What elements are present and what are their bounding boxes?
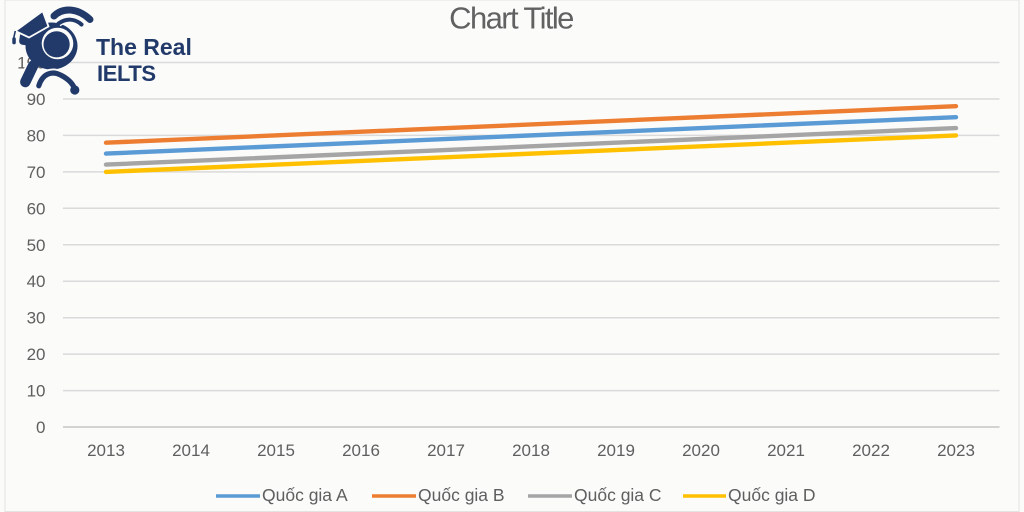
svg-text:Quốc gia A: Quốc gia A — [262, 485, 348, 505]
svg-text:2014: 2014 — [172, 441, 210, 460]
svg-text:2018: 2018 — [512, 441, 550, 460]
svg-text:80: 80 — [27, 126, 46, 145]
svg-text:2015: 2015 — [257, 441, 295, 460]
svg-text:Quốc gia B: Quốc gia B — [418, 485, 505, 505]
svg-text:50: 50 — [27, 236, 46, 255]
svg-text:60: 60 — [27, 199, 46, 218]
svg-text:The Real: The Real — [96, 34, 192, 60]
svg-text:70: 70 — [27, 163, 46, 182]
svg-text:30: 30 — [27, 309, 46, 328]
svg-text:Quốc gia D: Quốc gia D — [728, 485, 816, 505]
svg-text:2019: 2019 — [597, 441, 635, 460]
svg-text:2016: 2016 — [342, 441, 380, 460]
svg-text:20: 20 — [27, 345, 46, 364]
svg-text:2021: 2021 — [767, 441, 805, 460]
svg-text:Quốc gia C: Quốc gia C — [574, 485, 662, 505]
svg-text:2020: 2020 — [682, 441, 720, 460]
svg-text:40: 40 — [27, 272, 46, 291]
svg-text:2023: 2023 — [937, 441, 975, 460]
svg-text:90: 90 — [27, 90, 46, 109]
svg-text:2013: 2013 — [87, 441, 125, 460]
svg-text:2017: 2017 — [427, 441, 465, 460]
svg-text:0: 0 — [36, 418, 45, 437]
svg-text:2022: 2022 — [852, 441, 890, 460]
svg-text:IELTS: IELTS — [97, 61, 156, 86]
svg-text:10: 10 — [27, 382, 46, 401]
svg-text:Chart Title: Chart Title — [449, 1, 573, 36]
